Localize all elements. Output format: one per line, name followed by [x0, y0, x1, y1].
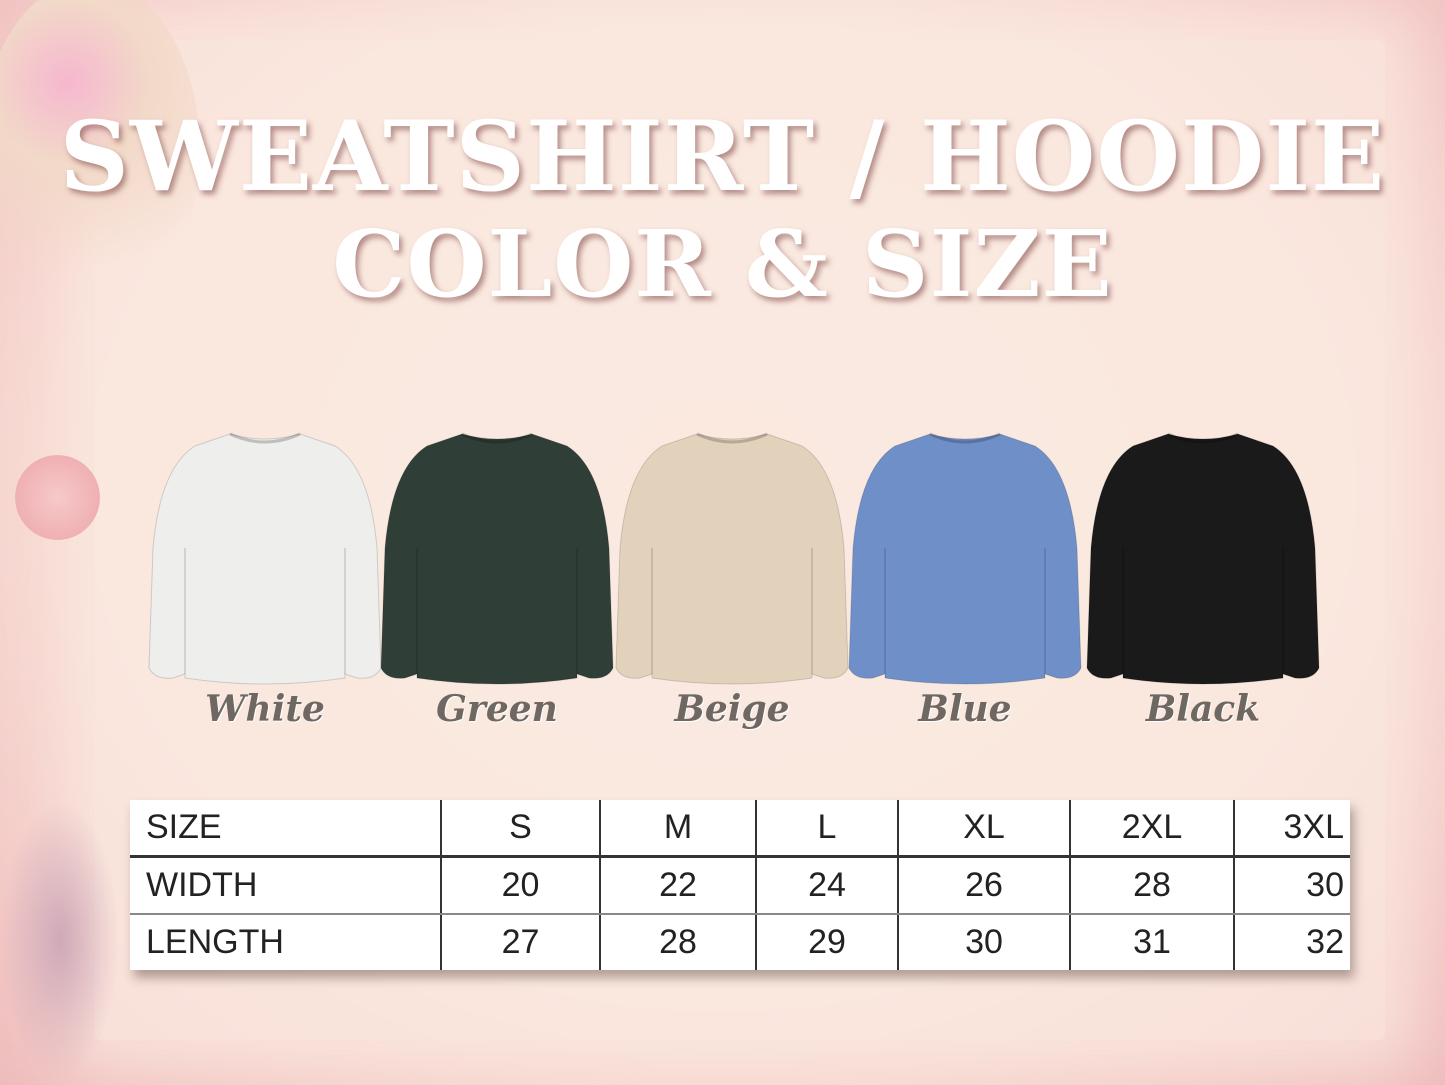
table-cell: 29 [756, 914, 899, 970]
table-cell: 24 [756, 856, 899, 915]
row-label: WIDTH [130, 856, 442, 915]
color-label: Blue [918, 688, 1012, 730]
sweatshirt-green [377, 428, 617, 690]
table-cell: 31 [1070, 914, 1235, 970]
leaf-decoration [0, 800, 120, 1080]
color-label: Black [1145, 688, 1261, 730]
table-cell: 32 [1306, 923, 1344, 961]
header-cell: XL [898, 800, 1071, 858]
sweatshirt-black [1083, 428, 1323, 690]
color-label: Green [436, 688, 558, 730]
header-cell: S [441, 800, 601, 858]
color-label: White [205, 688, 325, 730]
header-cell: M [600, 800, 757, 858]
table-cell: 28 [600, 914, 757, 970]
row-label: LENGTH [130, 914, 442, 970]
header-cell: 2XL [1070, 800, 1235, 858]
table-row: LENGTH 27 28 29 30 31 32 [130, 914, 1350, 970]
color-label: Beige [674, 688, 790, 730]
table-cell: 20 [441, 856, 601, 915]
header-cell: SIZE [130, 800, 442, 858]
sweatshirt-beige [612, 428, 852, 690]
table-cell: 26 [898, 856, 1071, 915]
flower-decoration [0, 0, 200, 320]
title-line-2: COLOR & SIZE [332, 210, 1113, 318]
table-cell: 28 [1070, 856, 1235, 915]
table-cell: 27 [441, 914, 601, 970]
button-decoration [15, 455, 100, 540]
table-cell: 30 [898, 914, 1071, 970]
size-chart-table: SIZE S M L XL 2XL 3XL WIDTH 20 22 24 26 … [130, 800, 1350, 970]
sweatshirt-blue [845, 428, 1085, 690]
table-row: WIDTH 20 22 24 26 28 30 [130, 856, 1350, 915]
header-cell: L [756, 800, 899, 858]
header-cell: 3XL [1234, 800, 1350, 858]
table-header-row: SIZE S M L XL 2XL 3XL [130, 800, 1350, 858]
sweatshirt-white [145, 428, 385, 690]
title-line-1: SWEATSHIRT / HOODIE [59, 100, 1386, 213]
table-cell: 22 [600, 856, 757, 915]
table-cell: 30 [1234, 856, 1350, 915]
